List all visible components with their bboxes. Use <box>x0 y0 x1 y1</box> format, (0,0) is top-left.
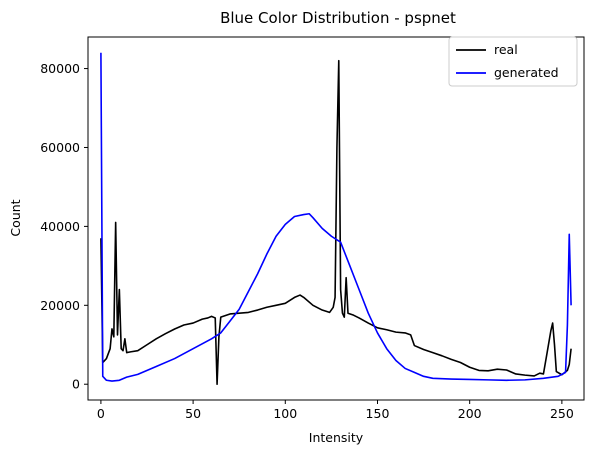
y-axis-title: Count <box>8 199 23 236</box>
x-tick-label: 250 <box>550 406 574 421</box>
x-tick-label: 100 <box>273 406 297 421</box>
x-tick-label: 200 <box>458 406 482 421</box>
y-tick-label: 40000 <box>40 219 80 234</box>
legend: real generated <box>448 36 578 87</box>
chart-title: Blue Color Distribution - pspnet <box>220 9 456 27</box>
x-tick-label: 50 <box>185 406 201 421</box>
y-tick-label: 80000 <box>40 61 80 76</box>
y-tick-label: 20000 <box>40 298 80 313</box>
x-axis: 0 50 100 150 200 250 <box>97 400 574 421</box>
legend-label-generated: generated <box>494 65 559 80</box>
series-line-real <box>100 59 572 386</box>
y-axis: 0 20000 40000 60000 80000 <box>40 61 88 392</box>
x-tick-label: 150 <box>366 406 390 421</box>
plot-frame <box>87 36 585 401</box>
series-line-generated <box>100 52 572 382</box>
legend-label-real: real <box>494 42 518 57</box>
x-axis-title: Intensity <box>309 430 364 445</box>
y-tick-label: 60000 <box>40 140 80 155</box>
x-tick-label: 0 <box>97 406 105 421</box>
y-tick-label: 0 <box>72 377 80 392</box>
